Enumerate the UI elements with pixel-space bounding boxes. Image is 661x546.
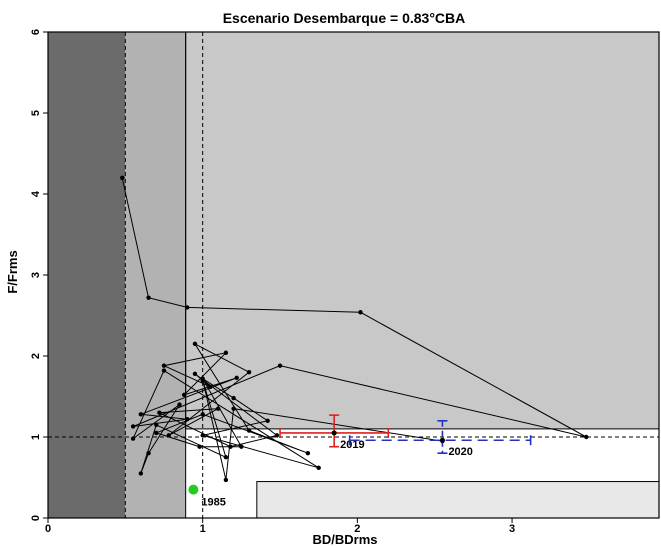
trajectory-point-42	[223, 477, 229, 483]
trajectory-point-32	[200, 433, 205, 438]
zone-4	[256, 481, 660, 519]
trajectory-point-5	[584, 434, 589, 440]
x-tick-label-1: 1	[200, 523, 206, 535]
zone-3	[185, 31, 660, 430]
y-tick-label-6: 6	[30, 29, 42, 35]
projection-2019-label: 2019	[340, 439, 364, 451]
trajectory-line	[121, 177, 587, 481]
y-tick-label-2: 2	[30, 353, 42, 359]
trajectory-point-18	[157, 410, 162, 415]
zone-1	[48, 32, 126, 518]
trajectory-point-23	[246, 428, 252, 433]
x-axis-label: BD/BDrms	[312, 532, 377, 546]
zone-layer	[48, 31, 660, 519]
trajectory-point-22	[192, 341, 198, 347]
trajectory-point-31	[265, 418, 270, 423]
trajectory-point-20	[166, 433, 171, 438]
trajectory-point-4	[358, 310, 363, 315]
trajectory-point-24	[305, 451, 311, 456]
y-tick-label-3: 3	[30, 272, 42, 278]
trajectory-point-21	[246, 370, 252, 375]
trajectory-point-33	[316, 465, 321, 470]
axes: 0 1 2 3 0 1 2 3 4 5 6	[30, 29, 660, 535]
trajectory-point-13	[161, 363, 167, 368]
trajectory-point-25	[200, 412, 205, 417]
trajectory-point-6	[277, 363, 283, 368]
trajectory-point-11	[181, 392, 187, 398]
y-tick-label-0: 0	[30, 515, 42, 521]
y-tick-label-1: 1	[30, 434, 42, 440]
start-point	[188, 484, 199, 495]
trajectory-point-2	[146, 295, 151, 300]
trajectory-point-15	[192, 371, 198, 377]
trajectory-layer: 1985	[120, 175, 589, 509]
trajectory-point-10	[234, 375, 239, 381]
trajectory-point-3	[185, 305, 190, 310]
trajectory-point-16	[274, 433, 280, 438]
chart-title: Escenario Desembarque = 0.83°CBA	[223, 10, 466, 26]
trajectory-point-8	[185, 416, 190, 422]
trajectory-point-12	[223, 350, 229, 355]
trajectory-point-28	[239, 444, 244, 449]
trajectory-point-7	[130, 424, 136, 429]
x-tick-label-0: 0	[45, 523, 51, 535]
trajectory-point-39	[154, 422, 159, 428]
start-point-label: 1985	[201, 497, 225, 509]
trajectory-point-34	[161, 368, 167, 373]
y-tick-label-4: 4	[30, 190, 42, 197]
projection-2019-point	[331, 430, 337, 436]
projection-layer: 2019 2020	[279, 414, 532, 458]
trajectory-point-35	[130, 436, 136, 441]
trajectory-point-43	[231, 406, 236, 411]
x-tick-label-2: 2	[354, 523, 360, 535]
trajectory-point-30	[231, 395, 236, 401]
trajectory-point-9	[138, 412, 144, 417]
trajectory-point-26	[154, 430, 159, 436]
x-tick-label-3: 3	[509, 523, 515, 535]
trajectory-point-38	[138, 471, 144, 476]
reference-lines	[48, 32, 659, 518]
trajectory-point-19	[215, 406, 221, 411]
trajectory-point-37	[146, 451, 151, 456]
y-axis-label: F/Frms	[5, 250, 20, 293]
projection-2020-point	[439, 437, 445, 443]
trajectory-point-41	[200, 378, 205, 383]
zone-2	[125, 32, 186, 518]
trajectory-point-36	[177, 402, 182, 407]
trajectory-point-1	[120, 175, 125, 180]
trajectory-point-14	[208, 384, 213, 389]
trajectory-point-40	[223, 455, 229, 460]
projection-2020-label: 2020	[448, 446, 472, 458]
y-tick-label-5: 5	[30, 110, 42, 116]
trajectory-point-17	[228, 444, 233, 449]
trajectory-point-27	[197, 444, 202, 449]
